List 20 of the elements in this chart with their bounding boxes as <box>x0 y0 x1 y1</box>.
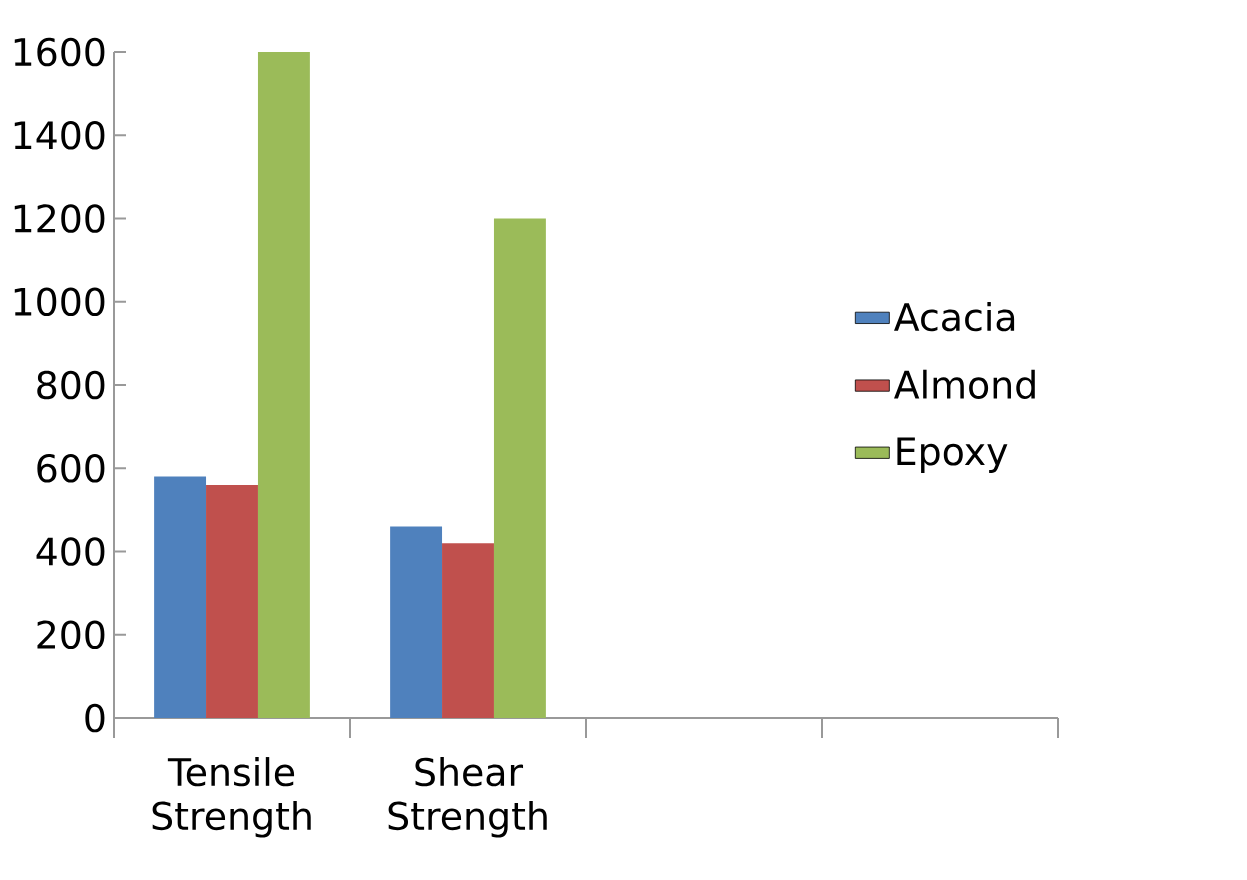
x-tick-label: Shear Strength <box>388 757 547 838</box>
bar <box>257 51 310 718</box>
y-tick-label: 800 <box>37 370 105 400</box>
legend-label: Almond <box>894 369 1035 399</box>
legend-label: Acacia <box>894 302 1015 332</box>
y-tick-label: 0 <box>85 703 105 733</box>
y-tick-label: 1000 <box>14 287 105 317</box>
y-tick-label: 1200 <box>14 204 105 233</box>
y-tick-label: 1600 <box>14 37 105 67</box>
bar <box>442 543 494 718</box>
bar <box>154 476 207 718</box>
x-tick-label: Tensile Strength <box>152 757 311 838</box>
legend-label: Epoxy <box>897 437 1008 473</box>
y-tick-label: 1400 <box>14 120 105 150</box>
bar <box>493 218 546 718</box>
y-tick-label: 600 <box>37 453 105 483</box>
bar <box>206 484 258 718</box>
bar <box>390 526 443 718</box>
y-tick-label: 400 <box>36 537 105 566</box>
y-tick-label: 200 <box>37 620 105 650</box>
